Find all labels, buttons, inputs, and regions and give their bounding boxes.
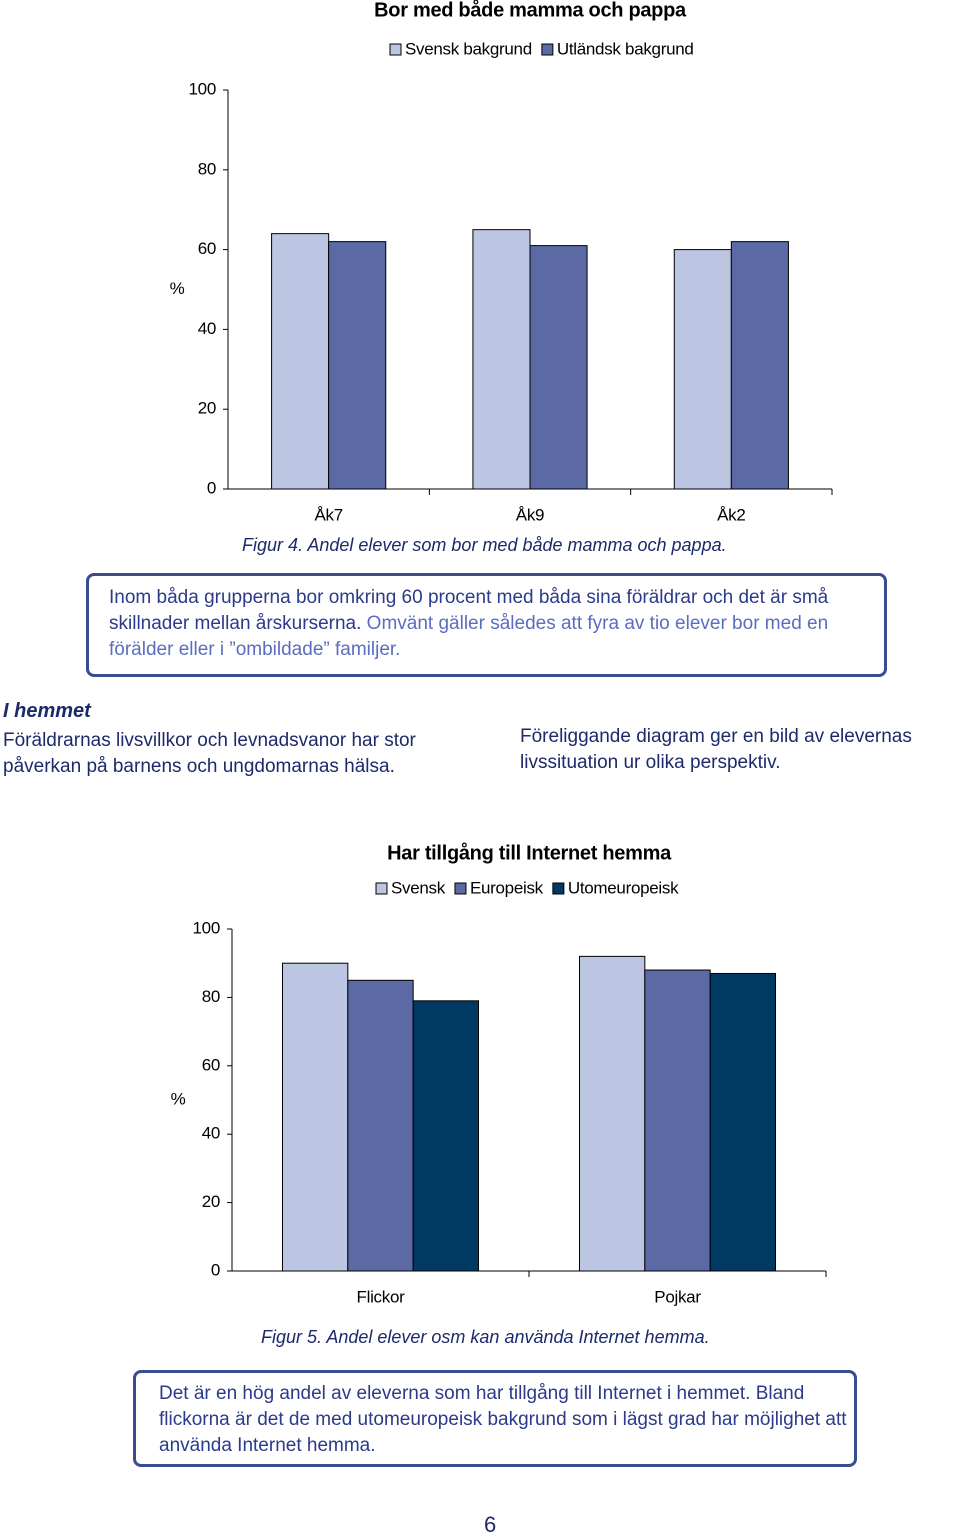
bar <box>578 955 646 1272</box>
bar <box>529 245 588 490</box>
legend-label: Utländsk bakgrund <box>557 39 694 58</box>
y-tick-label: 0 <box>211 1260 220 1279</box>
legend-label: Svensk bakgrund <box>405 39 532 58</box>
chart-title: Bor med både mamma och pappa <box>374 0 687 21</box>
bar <box>271 233 330 490</box>
text-box: Det är en hög andel av eleverna som har … <box>133 1370 857 1467</box>
y-tick-label: 60 <box>202 1055 220 1074</box>
x-tick-label: Flickor <box>357 1287 406 1306</box>
x-tick-label: Pojkar <box>654 1287 701 1306</box>
y-tick-label: 80 <box>198 159 216 178</box>
x-tick-label: Åk7 <box>314 505 342 524</box>
y-tick-label: 40 <box>202 1124 220 1143</box>
section-heading: I hemmet <box>3 700 91 722</box>
caption: Figur 5. Andel elever osm kan använda In… <box>261 1327 710 1347</box>
caption: Figur 4. Andel elever som bor med både m… <box>242 535 727 555</box>
legend-label: Europeisk <box>470 878 544 897</box>
y-tick-label: 20 <box>202 1192 220 1211</box>
legend-swatch <box>375 882 388 895</box>
legend-swatch <box>454 882 467 895</box>
y-tick-label: 20 <box>198 399 216 418</box>
y-tick-label: 60 <box>198 239 216 258</box>
bar <box>709 972 777 1272</box>
bar <box>281 962 349 1272</box>
y-tick-label: 40 <box>198 319 216 338</box>
legend-swatch <box>552 882 565 895</box>
x-tick-label: Åk2 <box>717 505 745 524</box>
bar <box>328 241 387 490</box>
bar <box>644 969 711 1272</box>
text-box: Inom båda grupperna bor omkring 60 proce… <box>86 573 887 677</box>
y-tick-label: 80 <box>202 987 220 1006</box>
y-tick-label: 0 <box>207 478 216 497</box>
legend-swatch <box>541 43 554 56</box>
bar <box>730 241 789 490</box>
y-tick-label: 100 <box>189 79 216 98</box>
bar <box>412 1000 480 1272</box>
paragraph: Föreliggande diagram ger en bild av elev… <box>520 726 912 773</box>
bar <box>472 229 531 490</box>
box-text: Det är en hög andel av eleverna som har … <box>159 1383 847 1456</box>
legend-label: Utomeuropeisk <box>568 878 679 897</box>
bar <box>347 979 414 1272</box>
y-axis-label: % <box>171 1089 186 1108</box>
chart-title: Har tillgång till Internet hemma <box>387 841 672 864</box>
y-axis-label: % <box>170 279 185 298</box>
y-tick-label: 100 <box>193 918 220 937</box>
legend-swatch <box>389 43 402 56</box>
bar <box>673 249 732 490</box>
paragraph: Föräldrarnas livsvillkor och levnadsvano… <box>3 730 416 777</box>
page-number: 6 <box>484 1512 497 1537</box>
legend-label: Svensk <box>391 878 446 897</box>
box-text: Inom båda grupperna bor omkring 60 proce… <box>109 587 829 634</box>
box-text: Omvänt gäller således att fyra av tio el… <box>109 613 829 660</box>
x-tick-label: Åk9 <box>516 505 544 524</box>
